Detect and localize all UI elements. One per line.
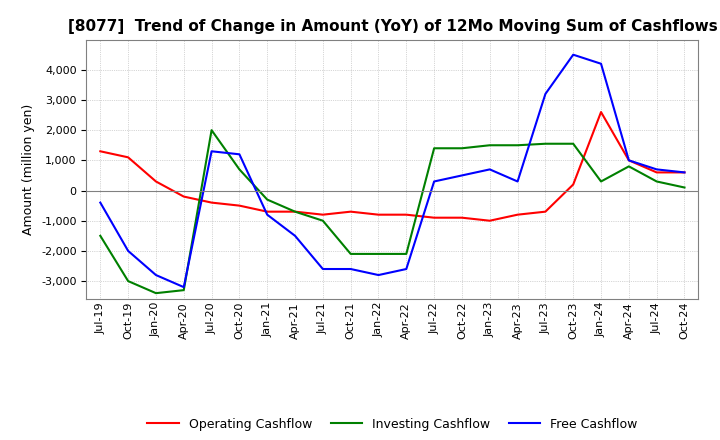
Operating Cashflow (624, 158, 633, 163)
Operating Cashflow (346, 209, 355, 214)
Operating Cashflow (513, 212, 522, 217)
Free Cashflow (513, 179, 522, 184)
Investing Cashflow (291, 209, 300, 214)
Free Cashflow (207, 149, 216, 154)
Free Cashflow (569, 52, 577, 57)
Title: [8077]  Trend of Change in Amount (YoY) of 12Mo Moving Sum of Cashflows: [8077] Trend of Change in Amount (YoY) o… (68, 19, 717, 34)
Free Cashflow (652, 167, 661, 172)
Operating Cashflow (291, 209, 300, 214)
Investing Cashflow (597, 179, 606, 184)
Investing Cashflow (430, 146, 438, 151)
Operating Cashflow (318, 212, 327, 217)
Free Cashflow (263, 212, 271, 217)
Operating Cashflow (430, 215, 438, 220)
Investing Cashflow (485, 143, 494, 148)
Operating Cashflow (263, 209, 271, 214)
Free Cashflow (680, 170, 689, 175)
Investing Cashflow (346, 251, 355, 257)
Operating Cashflow (402, 212, 410, 217)
Free Cashflow (318, 266, 327, 271)
Free Cashflow (291, 233, 300, 238)
Investing Cashflow (318, 218, 327, 224)
Operating Cashflow (652, 170, 661, 175)
Operating Cashflow (152, 179, 161, 184)
Free Cashflow (179, 285, 188, 290)
Free Cashflow (124, 248, 132, 253)
Operating Cashflow (179, 194, 188, 199)
Investing Cashflow (374, 251, 383, 257)
Investing Cashflow (402, 251, 410, 257)
Operating Cashflow (96, 149, 104, 154)
Free Cashflow (597, 61, 606, 66)
Investing Cashflow (513, 143, 522, 148)
Y-axis label: Amount (million yen): Amount (million yen) (22, 104, 35, 235)
Line: Investing Cashflow: Investing Cashflow (100, 130, 685, 293)
Operating Cashflow (374, 212, 383, 217)
Investing Cashflow (541, 141, 550, 147)
Free Cashflow (152, 272, 161, 278)
Free Cashflow (235, 152, 243, 157)
Line: Operating Cashflow: Operating Cashflow (100, 112, 685, 221)
Free Cashflow (624, 158, 633, 163)
Investing Cashflow (179, 287, 188, 293)
Investing Cashflow (569, 141, 577, 147)
Investing Cashflow (263, 197, 271, 202)
Operating Cashflow (458, 215, 467, 220)
Operating Cashflow (569, 182, 577, 187)
Operating Cashflow (235, 203, 243, 208)
Line: Free Cashflow: Free Cashflow (100, 55, 685, 287)
Operating Cashflow (207, 200, 216, 205)
Investing Cashflow (124, 279, 132, 284)
Operating Cashflow (485, 218, 494, 224)
Free Cashflow (346, 266, 355, 271)
Investing Cashflow (235, 167, 243, 172)
Operating Cashflow (124, 155, 132, 160)
Operating Cashflow (541, 209, 550, 214)
Free Cashflow (541, 91, 550, 96)
Free Cashflow (374, 272, 383, 278)
Operating Cashflow (597, 110, 606, 115)
Free Cashflow (485, 167, 494, 172)
Free Cashflow (458, 173, 467, 178)
Free Cashflow (402, 266, 410, 271)
Operating Cashflow (680, 170, 689, 175)
Investing Cashflow (152, 290, 161, 296)
Investing Cashflow (652, 179, 661, 184)
Investing Cashflow (96, 233, 104, 238)
Legend: Operating Cashflow, Investing Cashflow, Free Cashflow: Operating Cashflow, Investing Cashflow, … (143, 413, 642, 436)
Free Cashflow (430, 179, 438, 184)
Investing Cashflow (624, 164, 633, 169)
Investing Cashflow (458, 146, 467, 151)
Free Cashflow (96, 200, 104, 205)
Investing Cashflow (207, 128, 216, 133)
Investing Cashflow (680, 185, 689, 190)
